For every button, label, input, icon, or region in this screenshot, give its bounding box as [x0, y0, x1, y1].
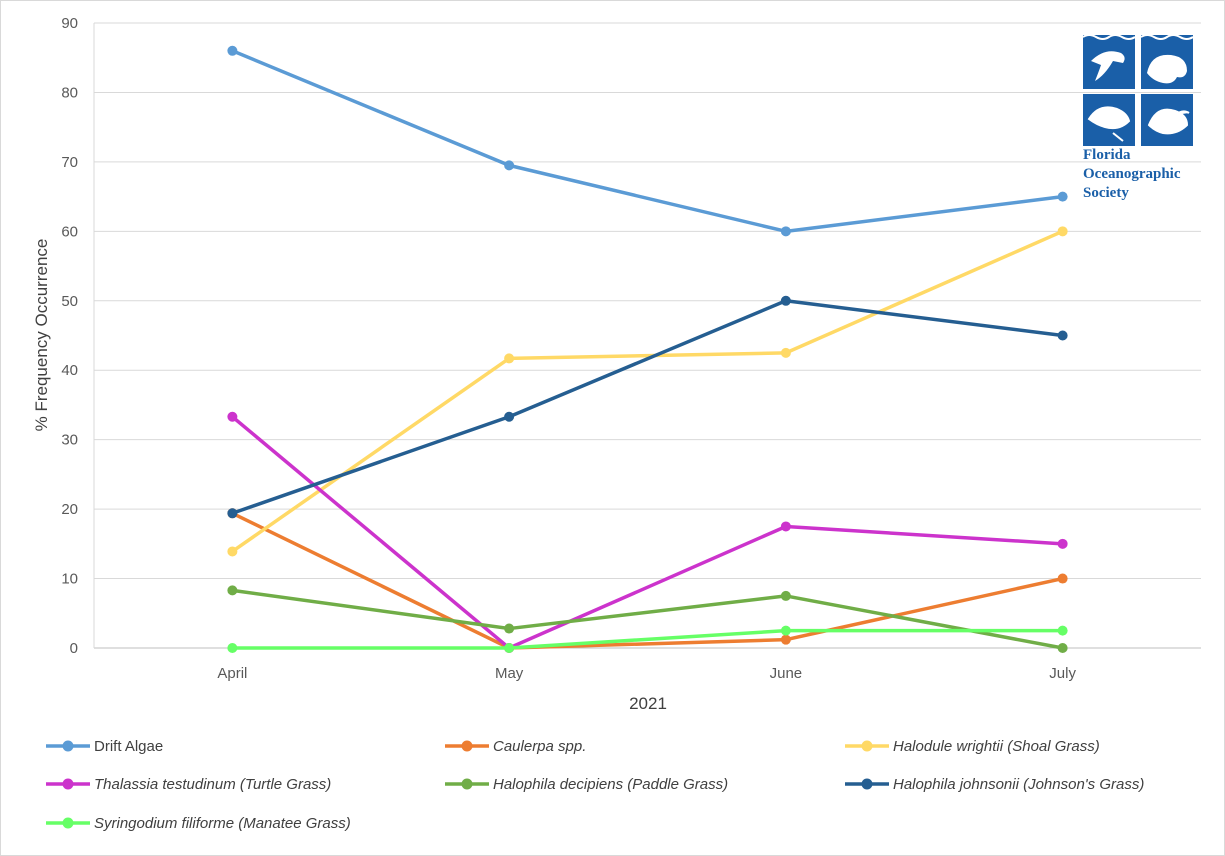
data-point — [504, 643, 515, 653]
data-point — [504, 623, 515, 634]
data-point — [227, 411, 238, 422]
logo-text-line-3: Society — [1083, 185, 1129, 201]
logo-text-line-1: Florida — [1083, 147, 1131, 163]
logo-text-line-2: Oceanographic — [1083, 166, 1181, 182]
data-point — [780, 295, 791, 306]
series-6 — [227, 625, 1068, 653]
y-tick-label: 30 — [61, 432, 78, 449]
data-point — [504, 353, 515, 364]
data-point — [227, 45, 238, 56]
data-point — [1057, 191, 1068, 202]
data-point — [504, 411, 515, 422]
data-point — [780, 634, 791, 645]
series-line — [231, 229, 1064, 553]
data-point — [1057, 573, 1068, 584]
y-tick-label: 0 — [70, 640, 78, 657]
series-2 — [227, 226, 1068, 557]
x-tick-label: June — [770, 665, 803, 682]
series-5 — [227, 295, 1068, 519]
data-point — [1057, 625, 1068, 636]
series-0 — [227, 45, 1068, 237]
data-point — [780, 590, 791, 601]
series-lines — [227, 45, 1068, 653]
data-point — [1057, 643, 1068, 653]
series-line — [231, 49, 1063, 234]
series-line — [231, 299, 1063, 515]
data-point — [504, 160, 515, 171]
gridlines — [93, 22, 1201, 649]
data-point — [780, 625, 791, 636]
x-tick-label: July — [1049, 665, 1076, 682]
series-line — [232, 628, 1063, 650]
series-3 — [227, 411, 1068, 653]
data-point — [227, 643, 238, 653]
y-axis-ticks: 0 10 20 30 40 50 60 70 80 90 — [61, 15, 78, 657]
data-point — [1057, 226, 1068, 237]
series-4 — [227, 585, 1068, 653]
y-tick-label: 50 — [61, 293, 78, 310]
y-tick-label: 80 — [61, 84, 78, 101]
y-tick-label: 90 — [61, 15, 78, 32]
y-tick-label: 70 — [61, 154, 78, 171]
x-tick-label: April — [217, 665, 247, 682]
data-point — [780, 226, 791, 237]
data-point — [780, 521, 791, 532]
series-line — [232, 588, 1063, 650]
data-point — [227, 585, 238, 596]
y-axis-title: % Frequency Occurrence — [32, 239, 51, 432]
x-axis-ticks: April May June July — [217, 665, 1076, 682]
x-tick-label: May — [495, 665, 524, 682]
series-line — [231, 415, 1063, 650]
florida-oceanographic-logo — [1083, 34, 1194, 146]
series-line — [231, 511, 1064, 650]
y-tick-label: 20 — [61, 501, 78, 518]
data-point — [780, 347, 791, 358]
data-point — [227, 546, 238, 557]
y-tick-label: 40 — [61, 362, 78, 379]
data-point — [1057, 538, 1068, 549]
x-axis-title: 2021 — [629, 694, 667, 713]
data-point — [1057, 330, 1068, 341]
data-point — [227, 508, 238, 519]
y-tick-label: 10 — [61, 571, 78, 588]
y-tick-label: 60 — [61, 223, 78, 240]
